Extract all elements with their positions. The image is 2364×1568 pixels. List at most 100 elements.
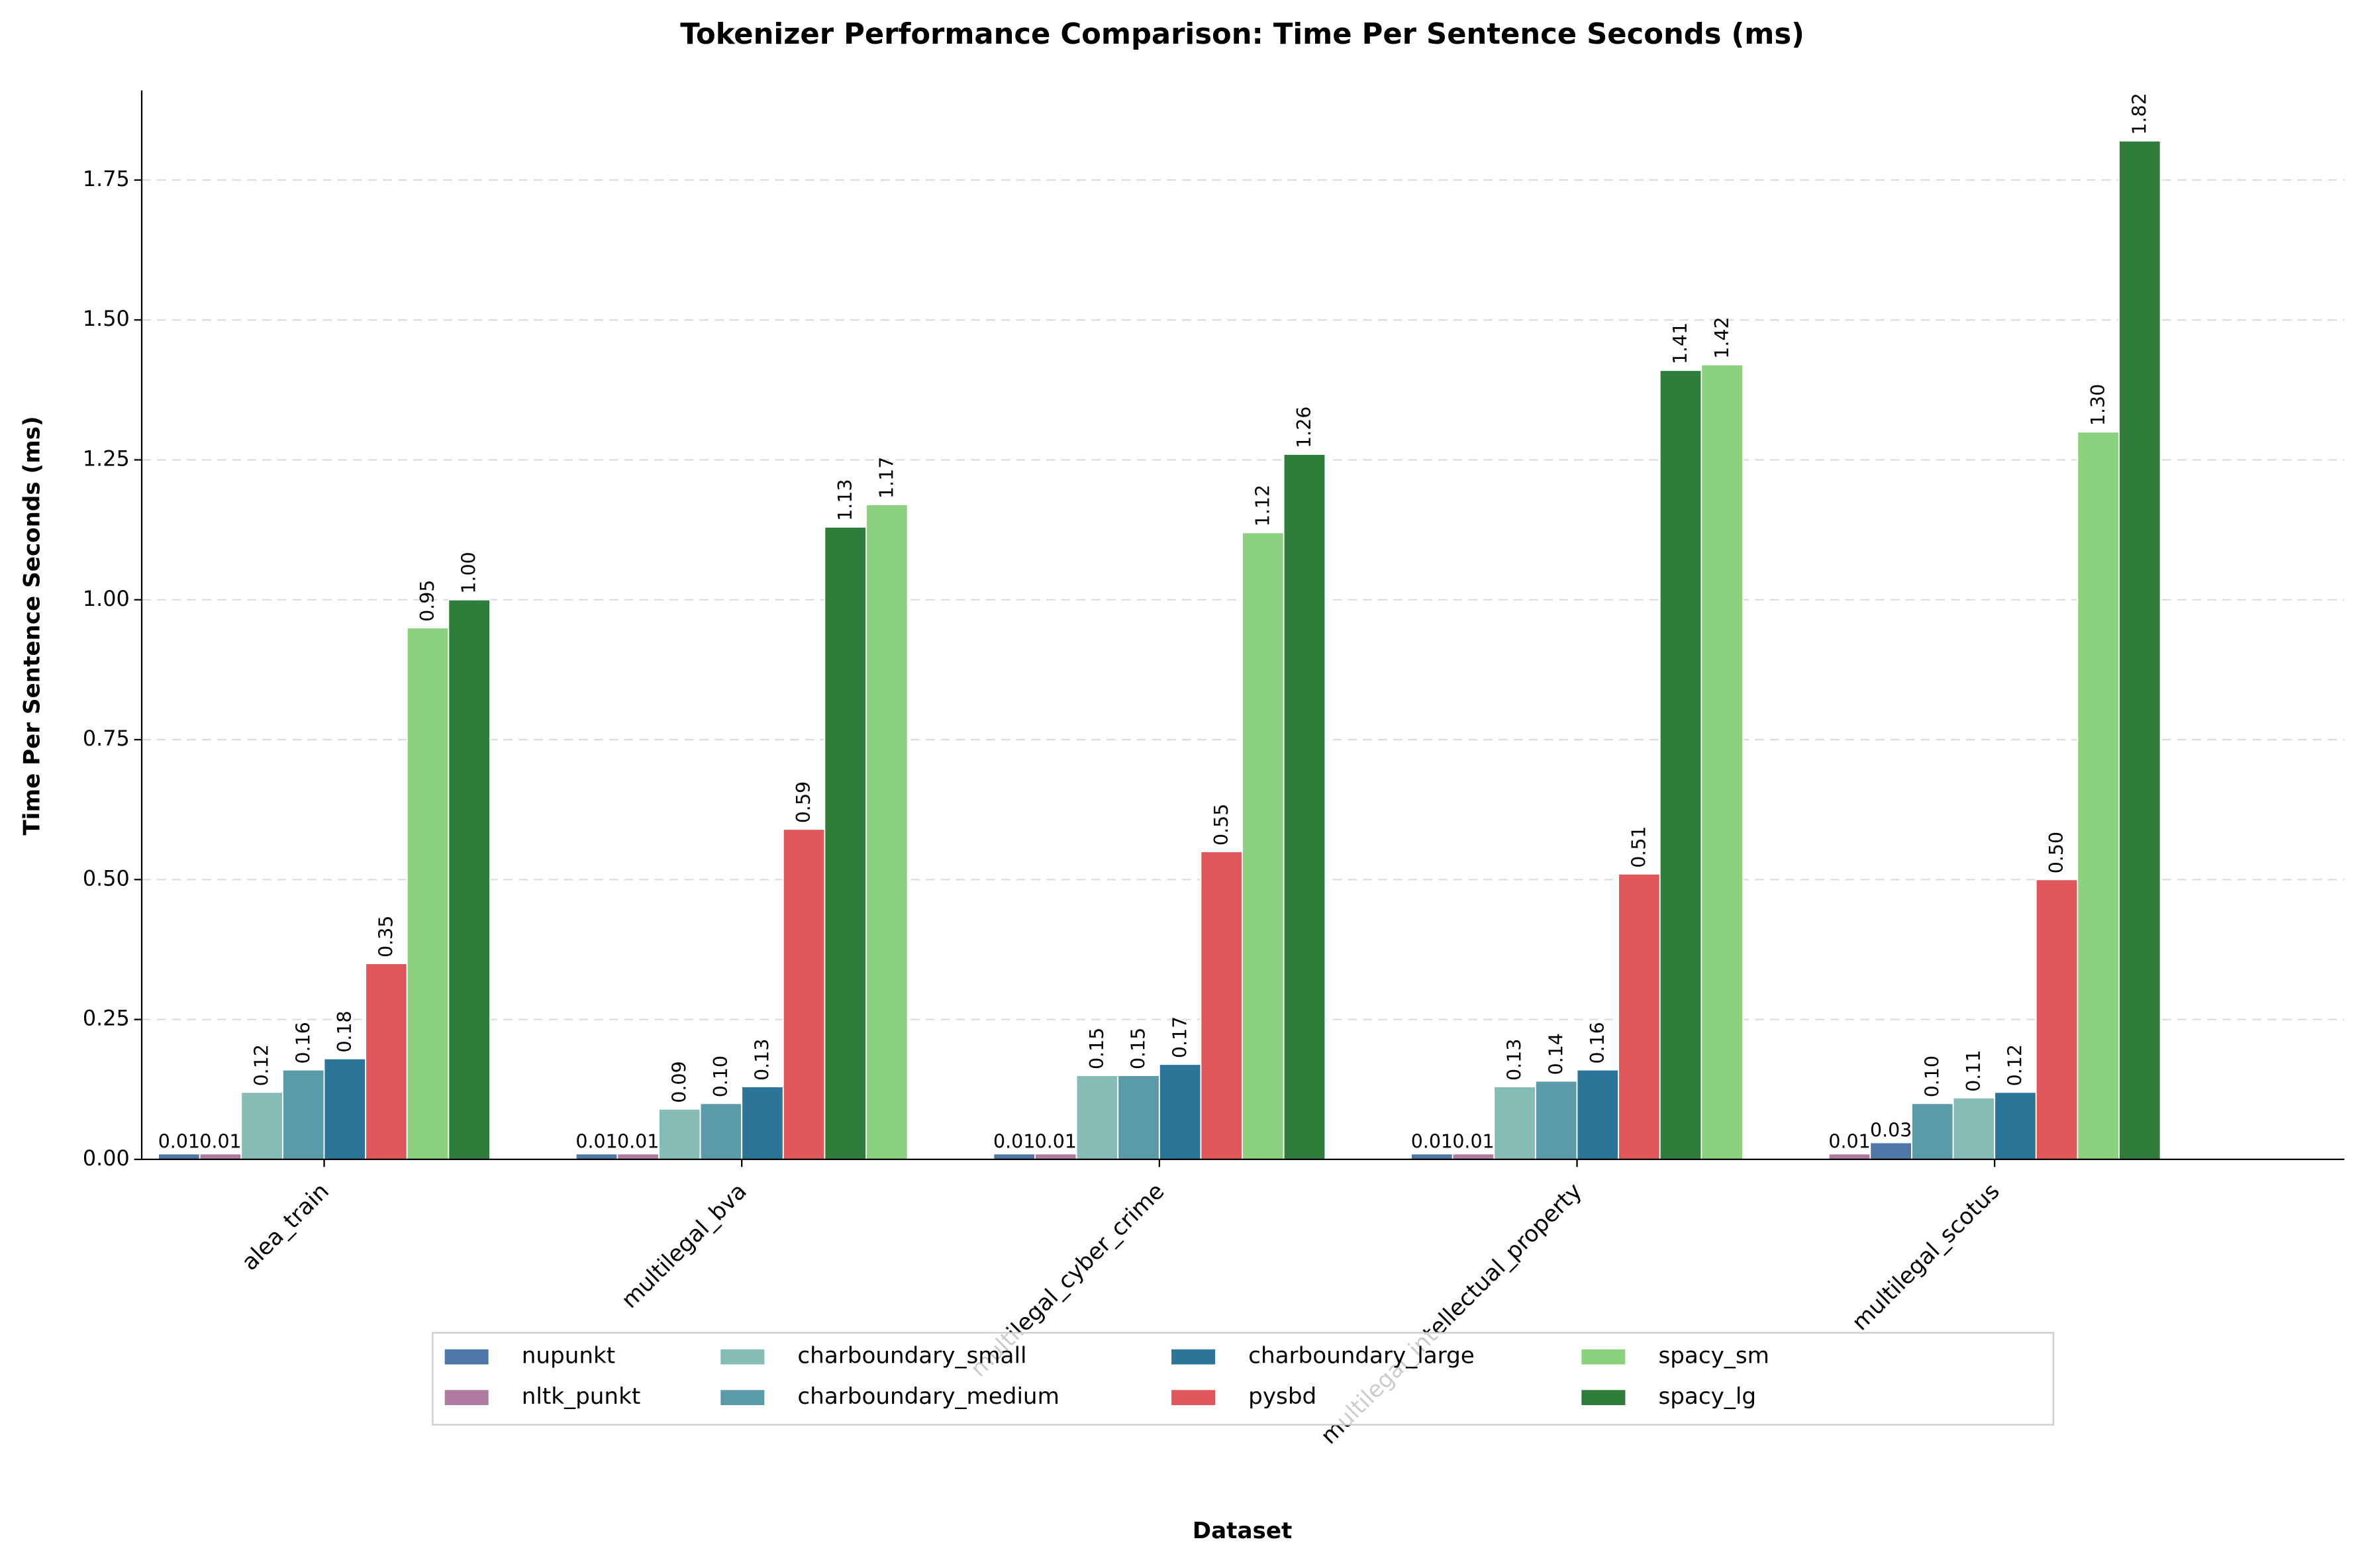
bar [1576, 1069, 1620, 1160]
bar [323, 1057, 367, 1160]
bar [575, 1153, 618, 1160]
legend-swatch [1581, 1390, 1626, 1406]
bar [158, 1153, 201, 1160]
bar [1452, 1153, 1495, 1160]
data-label: 0.01 [993, 1130, 1035, 1152]
data-label: 0.16 [1587, 1022, 1608, 1063]
data-label: 1.82 [2128, 93, 2150, 134]
data-label: 0.17 [1169, 1016, 1191, 1058]
bar [782, 828, 826, 1160]
data-label: 1.42 [1711, 317, 1733, 358]
bar [2077, 431, 2120, 1160]
data-label: 0.50 [2045, 832, 2067, 873]
bar [1200, 851, 1243, 1160]
bar [1283, 454, 1326, 1160]
bar [1828, 1153, 1871, 1160]
bar [865, 504, 909, 1160]
bar [1700, 364, 1744, 1160]
legend-label: nupunkt [522, 1343, 615, 1369]
bar [406, 627, 450, 1160]
legend-swatch [720, 1349, 765, 1365]
data-label: 1.17 [875, 457, 897, 499]
bar [281, 1069, 325, 1160]
data-label: 0.18 [334, 1010, 356, 1052]
legend-label: nltk_punkt [522, 1383, 640, 1410]
data-label: 0.10 [1921, 1055, 1943, 1097]
bar [448, 599, 491, 1160]
bar [616, 1153, 660, 1160]
bar [2035, 879, 2079, 1160]
y-tick-label: 0.00 [83, 1146, 130, 1171]
bar [658, 1108, 701, 1160]
y-tick-label: 1.25 [83, 446, 130, 471]
x-tick-label: alea_train [236, 1178, 334, 1276]
bar [1618, 873, 1661, 1160]
bar [1242, 532, 1285, 1160]
bar [1659, 369, 1702, 1160]
data-label: 0.01 [1452, 1130, 1494, 1152]
legend-label: spacy_lg [1658, 1383, 1756, 1410]
bar [1075, 1075, 1119, 1160]
data-label: 0.13 [1504, 1039, 1526, 1081]
legend-swatch [720, 1390, 765, 1406]
data-label: 0.11 [1963, 1050, 1985, 1092]
data-label: 1.30 [2087, 384, 2109, 426]
bar [1158, 1063, 1202, 1160]
legend-swatch [1171, 1390, 1216, 1406]
data-label: 0.10 [710, 1055, 732, 1097]
x-tick-label: multilegal_bva [616, 1178, 752, 1314]
bar [1534, 1080, 1578, 1160]
data-label: 0.55 [1210, 804, 1232, 846]
chart-title: Tokenizer Performance Comparison: Time P… [680, 18, 1804, 51]
data-label: 0.01 [1411, 1130, 1453, 1152]
bar [1952, 1097, 1996, 1160]
bar [2118, 140, 2161, 1160]
data-label: 0.01 [617, 1130, 659, 1152]
legend-label: pysbd [1248, 1383, 1316, 1410]
data-label: 0.51 [1628, 826, 1650, 867]
data-label: 0.14 [1545, 1033, 1567, 1075]
bar [1994, 1091, 2037, 1160]
data-label: 0.01 [575, 1130, 617, 1152]
legend-swatch [1171, 1349, 1216, 1365]
data-label: 0.12 [2004, 1044, 2026, 1086]
bar [240, 1091, 283, 1160]
legend-box [432, 1332, 2055, 1426]
data-label: 0.13 [752, 1039, 773, 1081]
bar [1410, 1153, 1453, 1160]
y-tick-label: 0.75 [83, 726, 130, 751]
bar [741, 1086, 784, 1160]
data-label: 1.13 [834, 479, 856, 520]
legend-label: charboundary_large [1248, 1343, 1475, 1369]
data-label: 0.35 [375, 916, 397, 957]
legend-label: charboundary_medium [797, 1383, 1059, 1410]
x-tick-label: multilegal_scotus [1847, 1178, 2004, 1336]
legend-label: charboundary_small [797, 1343, 1026, 1369]
bar [824, 526, 867, 1160]
bar [199, 1153, 242, 1160]
data-label: 0.12 [251, 1044, 273, 1086]
data-label: 1.12 [1252, 485, 1273, 526]
y-tick-label: 0.25 [83, 1006, 130, 1031]
data-label: 0.95 [417, 580, 438, 622]
bar [365, 963, 408, 1160]
bar [1493, 1086, 1536, 1160]
data-label: 0.01 [1828, 1130, 1870, 1152]
bar [699, 1102, 743, 1160]
data-label: 0.01 [199, 1130, 241, 1152]
data-label: 0.16 [292, 1022, 314, 1063]
y-axis-label: Time Per Sentence Seconds (ms) [19, 416, 46, 835]
data-label: 0.01 [158, 1130, 200, 1152]
data-label: 0.59 [793, 781, 814, 823]
legend-swatch [444, 1390, 489, 1406]
data-label: 1.26 [1293, 407, 1315, 448]
data-label: 0.15 [1128, 1028, 1150, 1069]
data-label: 1.41 [1669, 322, 1691, 364]
bar [993, 1153, 1036, 1160]
y-tick-label: 0.50 [83, 865, 130, 891]
x-axis-label: Dataset [1193, 1518, 1293, 1544]
legend-swatch [444, 1349, 489, 1365]
data-label: 0.01 [1035, 1130, 1077, 1152]
data-label: 0.15 [1086, 1028, 1108, 1069]
